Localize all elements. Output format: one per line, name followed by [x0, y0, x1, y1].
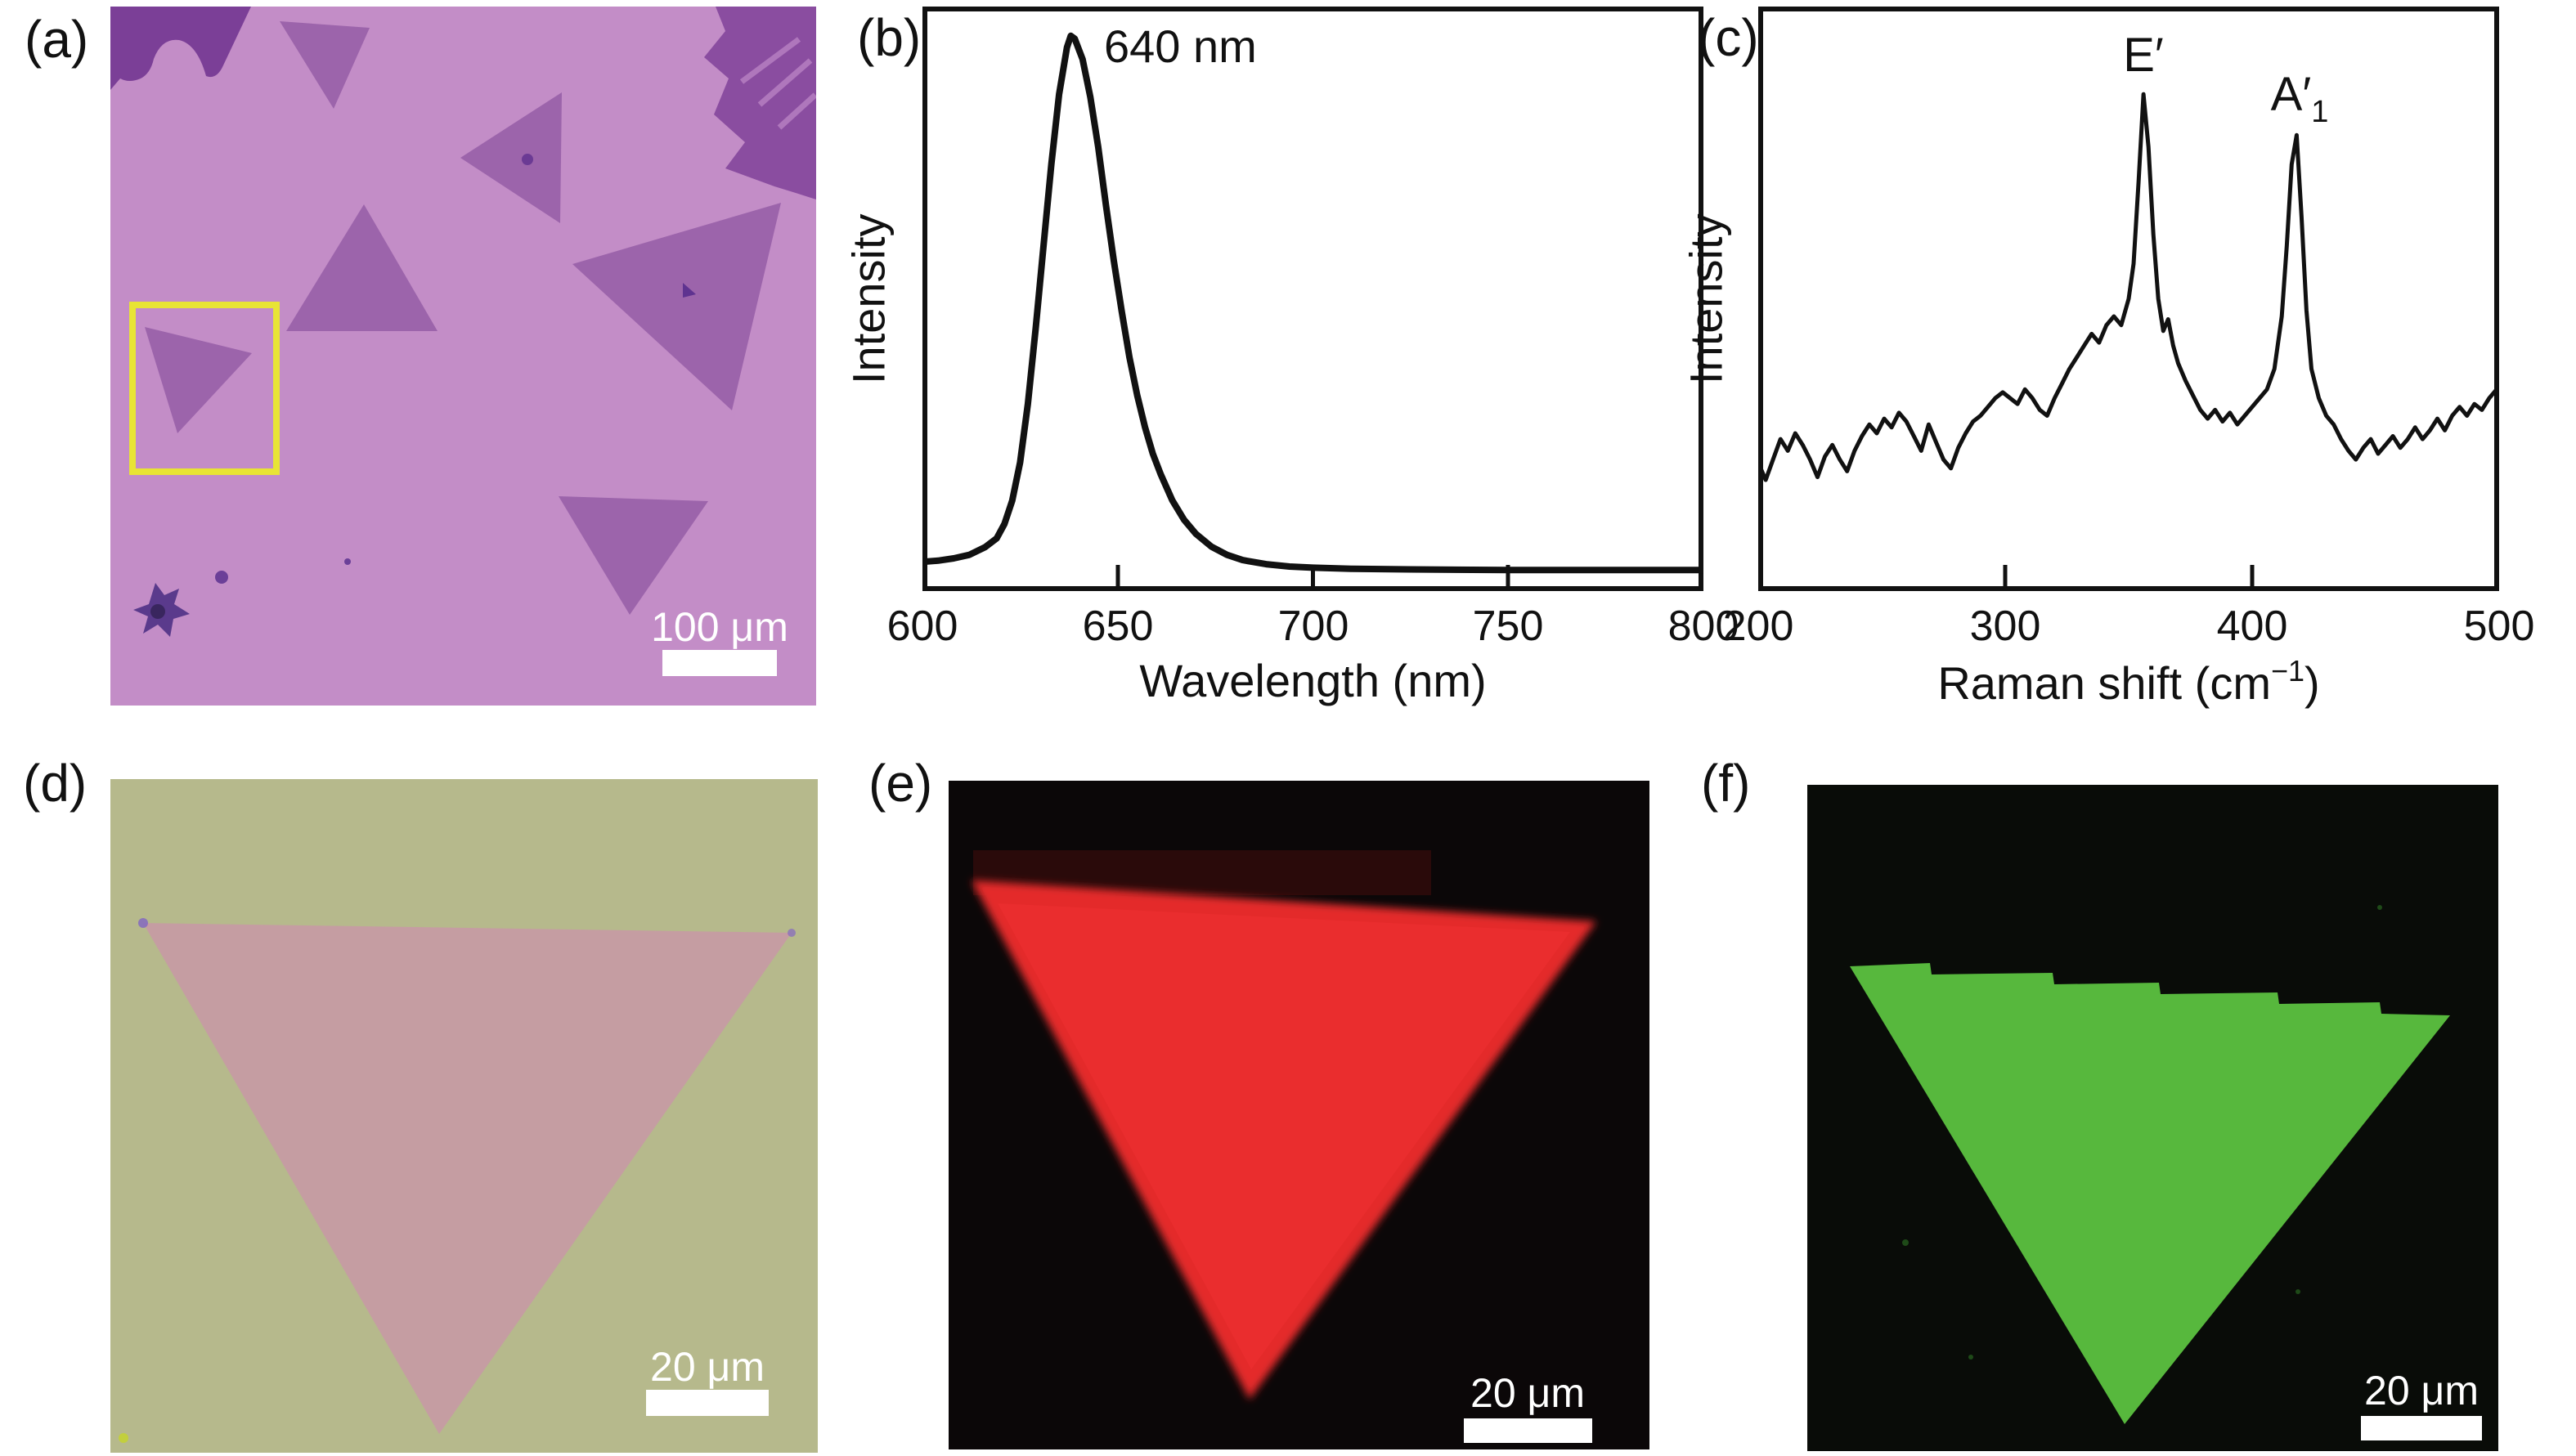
raman-x-axis-title: Raman shift (cm−1): [1758, 654, 2499, 710]
raman-peak-label-eprime: E′: [2123, 29, 2164, 82]
panel-f-label: (f): [1701, 754, 1751, 813]
raman-xlabel-sup: −1: [2270, 654, 2305, 688]
scale-bar: [1464, 1418, 1592, 1443]
nucleation-dot: [522, 154, 533, 165]
scale-bar-label: 20 μm: [2364, 1368, 2479, 1413]
tick-label: 300: [1969, 603, 2041, 650]
debris-speck: [119, 1433, 128, 1443]
flake-triangle: [286, 204, 438, 331]
pl-peak-annotation: 640 nm: [1104, 20, 1257, 72]
flake-triangle: [572, 203, 781, 410]
raman-y-axis-title: Intensity: [1680, 213, 1732, 384]
panel-a-label: (a): [25, 10, 89, 69]
a1-main: A′: [2270, 68, 2312, 121]
tick-label: 600: [886, 603, 958, 650]
corner-dot: [788, 929, 796, 937]
tick-label: 650: [1082, 603, 1154, 650]
optical-overview-image: 100 μm: [110, 7, 816, 706]
panel-f-image: 20 μm: [1807, 785, 2498, 1451]
raman-peak-label-a1prime: A′1: [2271, 67, 2329, 130]
pl-map-image: 20 μm: [949, 781, 1649, 1449]
panel-a-image: 100 μm: [110, 7, 816, 706]
raman-spectrum-plot: [1758, 7, 2499, 591]
scale-bar-label: 20 μm: [650, 1344, 765, 1390]
pl-spectrum-plot: [922, 7, 1703, 591]
pl-y-axis-title: Intensity: [842, 213, 895, 384]
raman-map-image: 20 μm: [1807, 785, 2498, 1451]
pl-x-axis-title: Wavelength (nm): [1139, 655, 1487, 706]
panel-b-label: (b): [857, 8, 922, 67]
highlight-box: [129, 302, 280, 475]
raman-map-triangle: [1850, 963, 2450, 1424]
dark-region-top-left: [110, 7, 251, 90]
panel-c-label: (c): [1698, 8, 1759, 67]
a1-sub: 1: [2311, 95, 2329, 129]
flake-triangle: [460, 92, 562, 223]
pl-map-triangle-core: [998, 903, 1570, 1369]
scale-bar-label: 100 μm: [651, 604, 788, 650]
panel-d-image: 20 μm: [110, 779, 818, 1453]
optical-single-flake-image: 20 μm: [110, 779, 818, 1453]
single-flake-triangle: [143, 923, 792, 1434]
flake-triangle: [559, 496, 708, 615]
raman-xlabel-post: ): [2304, 657, 2320, 709]
panel-e-image: 20 μm: [949, 781, 1649, 1449]
tick-label: 700: [1277, 603, 1349, 650]
axis-frame: [1758, 7, 2499, 591]
corner-dot: [138, 918, 148, 928]
small-particle: [344, 558, 351, 565]
tick-label: 200: [1722, 603, 1794, 650]
nucleation-mark: [683, 283, 696, 298]
flake-triangle: [280, 21, 370, 109]
scratch-streaks: [739, 37, 816, 130]
tick-label: 400: [2216, 603, 2288, 650]
background-speckles: [1902, 905, 2382, 1360]
panel-e-label: (e): [868, 754, 933, 813]
flake-triangle-highlighted: [145, 327, 252, 433]
x-tick-marks: [2003, 565, 2255, 586]
scale-bar: [2361, 1416, 2482, 1440]
tick-label: 750: [1472, 603, 1544, 650]
star-particle-core: [150, 604, 165, 619]
tick-label: 800: [1667, 603, 1739, 650]
panel-d-label: (d): [23, 754, 88, 813]
scale-bar: [646, 1390, 769, 1416]
raman-spectrum-curve: [1758, 92, 2498, 482]
scale-bar: [662, 650, 777, 676]
pl-x-ticks: 600 650 700 750 800: [887, 602, 1739, 652]
raman-x-ticks: 200 300 400 500: [1723, 602, 2535, 652]
pl-spectrum-curve: [922, 32, 1703, 574]
raman-xlabel-pre: Raman shift (cm: [1937, 657, 2271, 709]
axis-frame: [922, 7, 1703, 591]
scale-bar-label: 20 μm: [1470, 1370, 1585, 1416]
tick-label: 500: [2463, 603, 2535, 650]
small-particle: [215, 571, 228, 584]
